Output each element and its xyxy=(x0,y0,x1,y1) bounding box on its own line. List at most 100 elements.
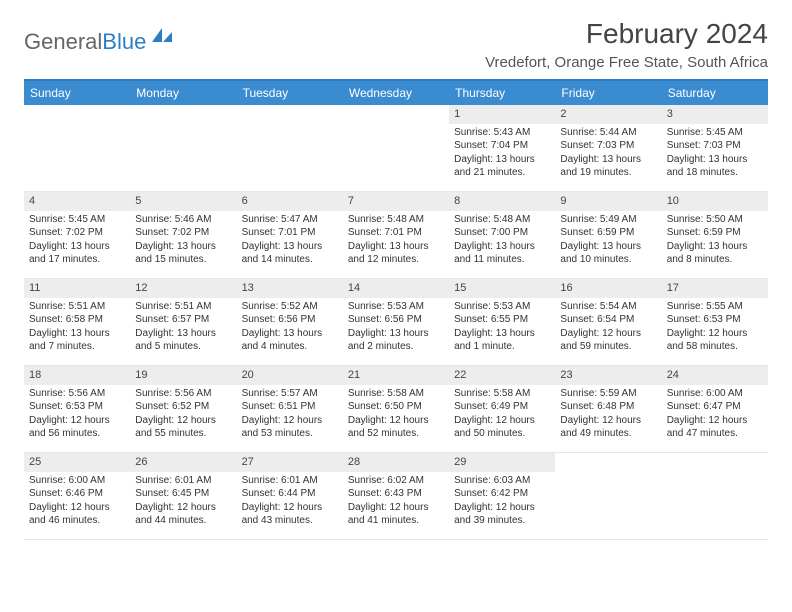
sunrise-text: Sunrise: 5:44 AM xyxy=(560,126,656,140)
day-cell: 2Sunrise: 5:44 AMSunset: 7:03 PMDaylight… xyxy=(555,105,661,191)
daylight-text: Daylight: 13 hours xyxy=(348,327,444,341)
sunset-text: Sunset: 6:51 PM xyxy=(242,400,338,414)
day-cell xyxy=(343,105,449,191)
daylight-text: and 2 minutes. xyxy=(348,340,444,354)
day-number: 18 xyxy=(24,366,130,385)
sunrise-text: Sunrise: 5:50 AM xyxy=(667,213,763,227)
sunrise-text: Sunrise: 6:03 AM xyxy=(454,474,550,488)
daylight-text: Daylight: 13 hours xyxy=(560,153,656,167)
day-number: 19 xyxy=(130,366,236,385)
sunrise-text: Sunrise: 6:01 AM xyxy=(135,474,231,488)
day-body: Sunrise: 6:01 AMSunset: 6:44 PMDaylight:… xyxy=(237,474,343,531)
day-body: Sunrise: 5:45 AMSunset: 7:02 PMDaylight:… xyxy=(24,213,130,270)
sunrise-text: Sunrise: 5:56 AM xyxy=(135,387,231,401)
sunset-text: Sunset: 6:46 PM xyxy=(29,487,125,501)
daylight-text: and 1 minute. xyxy=(454,340,550,354)
day-cell: 6Sunrise: 5:47 AMSunset: 7:01 PMDaylight… xyxy=(237,192,343,278)
daylight-text: Daylight: 13 hours xyxy=(29,240,125,254)
daylight-text: and 7 minutes. xyxy=(29,340,125,354)
day-body: Sunrise: 5:51 AMSunset: 6:57 PMDaylight:… xyxy=(130,300,236,357)
daylight-text: and 49 minutes. xyxy=(560,427,656,441)
sunrise-text: Sunrise: 5:55 AM xyxy=(667,300,763,314)
daylight-text: Daylight: 12 hours xyxy=(29,414,125,428)
daylight-text: and 14 minutes. xyxy=(242,253,338,267)
day-number: 24 xyxy=(662,366,768,385)
day-number: 1 xyxy=(449,105,555,124)
day-number: 26 xyxy=(130,453,236,472)
sunset-text: Sunset: 7:03 PM xyxy=(560,139,656,153)
daylight-text: Daylight: 12 hours xyxy=(667,327,763,341)
sunrise-text: Sunrise: 5:59 AM xyxy=(560,387,656,401)
day-cell: 21 Sunrise: 5:58 AMSunset: 6:50 PMDayligh… xyxy=(343,366,449,452)
sunrise-text: Sunrise: 5:58 AM xyxy=(454,387,550,401)
day-cell: 19Sunrise: 5:56 AMSunset: 6:52 PMDayligh… xyxy=(130,366,236,452)
daylight-text: and 44 minutes. xyxy=(135,514,231,528)
day-cell: 18 Sunrise: 5:56 AMSunset: 6:53 PMDayligh… xyxy=(24,366,130,452)
daylight-text: and 47 minutes. xyxy=(667,427,763,441)
day-number: 28 xyxy=(343,453,449,472)
sunset-text: Sunset: 6:56 PM xyxy=(348,313,444,327)
day-body: Sunrise: 5:56 AMSunset: 6:53 PMDaylight:… xyxy=(24,387,130,444)
day-number: 29 xyxy=(449,453,555,472)
daylight-text: Daylight: 13 hours xyxy=(29,327,125,341)
daylight-text: Daylight: 13 hours xyxy=(454,153,550,167)
sunrise-text: Sunrise: 5:47 AM xyxy=(242,213,338,227)
day-body: Sunrise: 5:52 AMSunset: 6:56 PMDaylight:… xyxy=(237,300,343,357)
day-cell: 8Sunrise: 5:48 AMSunset: 7:00 PMDaylight… xyxy=(449,192,555,278)
sunrise-text: Sunrise: 5:51 AM xyxy=(135,300,231,314)
day-cell: 26Sunrise: 6:01 AMSunset: 6:45 PMDayligh… xyxy=(130,453,236,539)
sunset-text: Sunset: 6:43 PM xyxy=(348,487,444,501)
day-body: Sunrise: 5:59 AMSunset: 6:48 PMDaylight:… xyxy=(555,387,661,444)
day-body: Sunrise: 5:45 AMSunset: 7:03 PMDaylight:… xyxy=(662,126,768,183)
day-body: Sunrise: 6:00 AMSunset: 6:47 PMDaylight:… xyxy=(662,387,768,444)
sunset-text: Sunset: 6:59 PM xyxy=(560,226,656,240)
day-body: Sunrise: 6:00 AMSunset: 6:46 PMDaylight:… xyxy=(24,474,130,531)
sunrise-text: Sunrise: 5:48 AM xyxy=(454,213,550,227)
day-cell xyxy=(130,105,236,191)
day-body: Sunrise: 5:46 AMSunset: 7:02 PMDaylight:… xyxy=(130,213,236,270)
sunrise-text: Sunrise: 6:00 AM xyxy=(667,387,763,401)
sunset-text: Sunset: 6:50 PM xyxy=(348,400,444,414)
day-body: Sunrise: 6:03 AMSunset: 6:42 PMDaylight:… xyxy=(449,474,555,531)
day-number: 21 xyxy=(343,366,449,385)
sunrise-text: Sunrise: 5:46 AM xyxy=(135,213,231,227)
sunrise-text: Sunrise: 5:53 AM xyxy=(348,300,444,314)
day-number: 9 xyxy=(555,192,661,211)
day-body: Sunrise: 5:44 AMSunset: 7:03 PMDaylight:… xyxy=(555,126,661,183)
sunset-text: Sunset: 6:56 PM xyxy=(242,313,338,327)
daylight-text: Daylight: 12 hours xyxy=(135,414,231,428)
day-cell: 22Sunrise: 5:58 AMSunset: 6:49 PMDayligh… xyxy=(449,366,555,452)
daylight-text: Daylight: 12 hours xyxy=(454,501,550,515)
day-cell xyxy=(24,105,130,191)
week-row: 18 Sunrise: 5:56 AMSunset: 6:53 PMDayligh… xyxy=(24,366,768,453)
week-row: 4Sunrise: 5:45 AMSunset: 7:02 PMDaylight… xyxy=(24,192,768,279)
calendar-page: GeneralBlue February 2024 Vredefort, Ora… xyxy=(0,0,792,550)
day-number: 23 xyxy=(555,366,661,385)
sunset-text: Sunset: 6:42 PM xyxy=(454,487,550,501)
dayhead-sun: Sunday xyxy=(24,81,130,105)
day-cell: 27Sunrise: 6:01 AMSunset: 6:44 PMDayligh… xyxy=(237,453,343,539)
daylight-text: Daylight: 13 hours xyxy=(242,240,338,254)
sunrise-text: Sunrise: 5:52 AM xyxy=(242,300,338,314)
daylight-text: Daylight: 12 hours xyxy=(667,414,763,428)
daylight-text: and 41 minutes. xyxy=(348,514,444,528)
day-body: Sunrise: 5:58 AMSunset: 6:50 PMDaylight:… xyxy=(343,387,449,444)
daylight-text: and 50 minutes. xyxy=(454,427,550,441)
sunset-text: Sunset: 6:44 PM xyxy=(242,487,338,501)
dayhead-tue: Tuesday xyxy=(237,81,343,105)
daylight-text: Daylight: 13 hours xyxy=(454,240,550,254)
sunset-text: Sunset: 6:49 PM xyxy=(454,400,550,414)
day-cell xyxy=(555,453,661,539)
sunset-text: Sunset: 7:02 PM xyxy=(29,226,125,240)
day-number: 25 xyxy=(24,453,130,472)
day-cell: 28Sunrise: 6:02 AMSunset: 6:43 PMDayligh… xyxy=(343,453,449,539)
day-cell: 10Sunrise: 5:50 AMSunset: 6:59 PMDayligh… xyxy=(662,192,768,278)
daylight-text: and 18 minutes. xyxy=(667,166,763,180)
day-number: 3 xyxy=(662,105,768,124)
title-block: February 2024 Vredefort, Orange Free Sta… xyxy=(485,18,768,73)
daylight-text: Daylight: 12 hours xyxy=(242,501,338,515)
day-cell: 17Sunrise: 5:55 AMSunset: 6:53 PMDayligh… xyxy=(662,279,768,365)
sunset-text: Sunset: 6:59 PM xyxy=(667,226,763,240)
sunrise-text: Sunrise: 6:02 AM xyxy=(348,474,444,488)
sunrise-text: Sunrise: 5:49 AM xyxy=(560,213,656,227)
